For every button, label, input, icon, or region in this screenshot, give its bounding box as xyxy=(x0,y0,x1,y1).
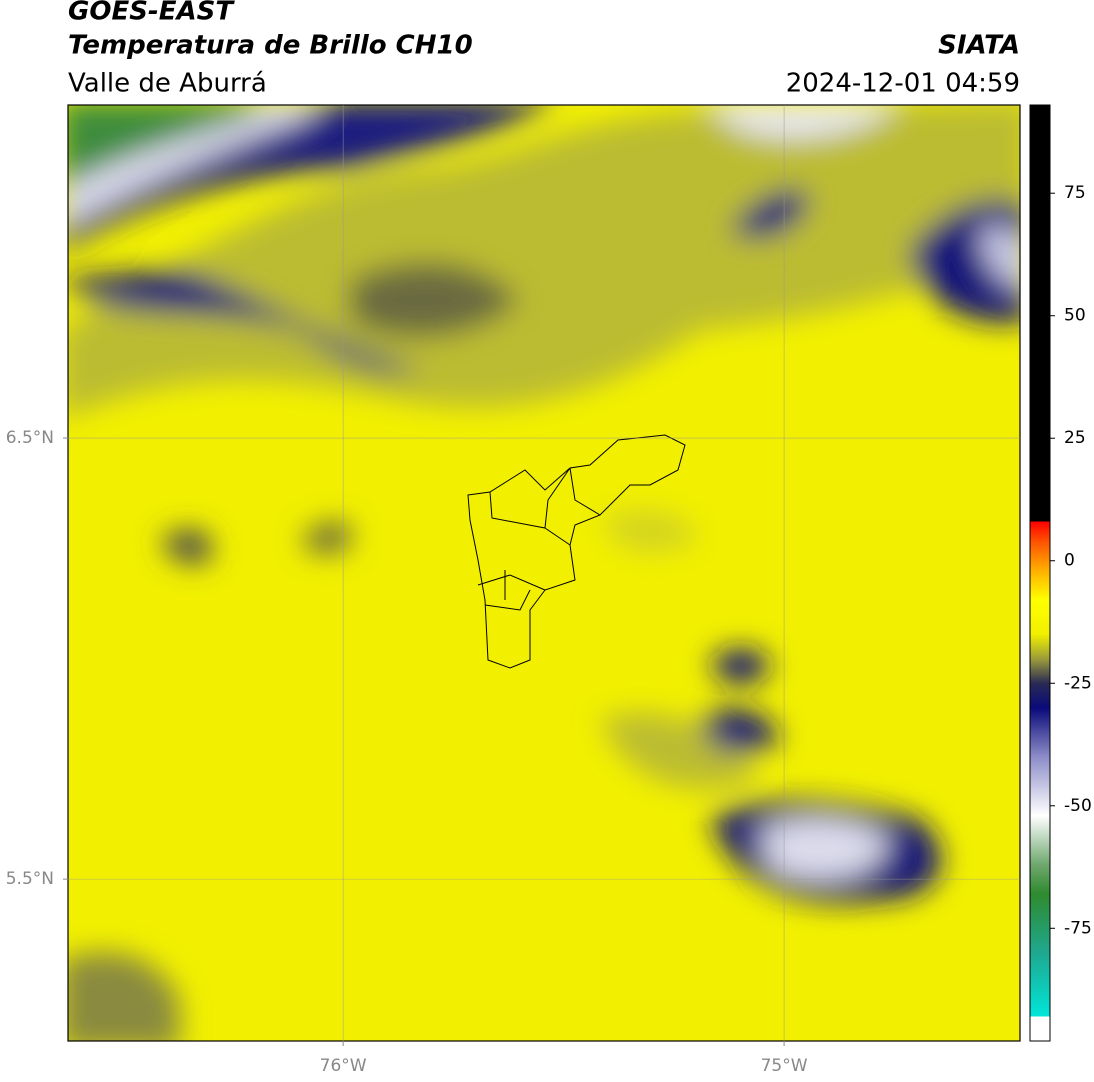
x-tick-label: 75°W xyxy=(761,1056,808,1076)
colorbar-tick-label: 0 xyxy=(1064,551,1075,571)
colorbar-tick-label: 75 xyxy=(1064,183,1086,203)
colorbar-tick-label: 50 xyxy=(1064,306,1086,326)
y-tick-label: 6.5°N xyxy=(6,428,54,448)
region-label: Valle de Aburrá xyxy=(68,69,267,99)
x-tick-label: 76°W xyxy=(320,1056,367,1076)
colorbar-tick-label: -75 xyxy=(1064,918,1092,938)
colorbar: 75 50 25 0 -25 -50 -75 xyxy=(1029,104,1092,1042)
colorbar-tick-label: 25 xyxy=(1064,428,1086,448)
colorbar-tick-label: -50 xyxy=(1064,796,1092,816)
product-title: Temperatura de Brillo CH10 xyxy=(68,31,473,61)
timestamp: 2024-12-01 04:59 xyxy=(786,69,1020,99)
source-label: SIATA xyxy=(938,31,1020,61)
map-frame xyxy=(67,104,1021,1042)
y-tick-label: 5.5°N xyxy=(6,869,54,889)
map-field xyxy=(68,105,1020,1041)
satellite-title: GOES-EAST xyxy=(68,0,235,27)
colorbar-tick-label: -25 xyxy=(1064,673,1092,693)
valle-outline xyxy=(467,434,686,669)
colorbar-bar xyxy=(1029,104,1051,1042)
